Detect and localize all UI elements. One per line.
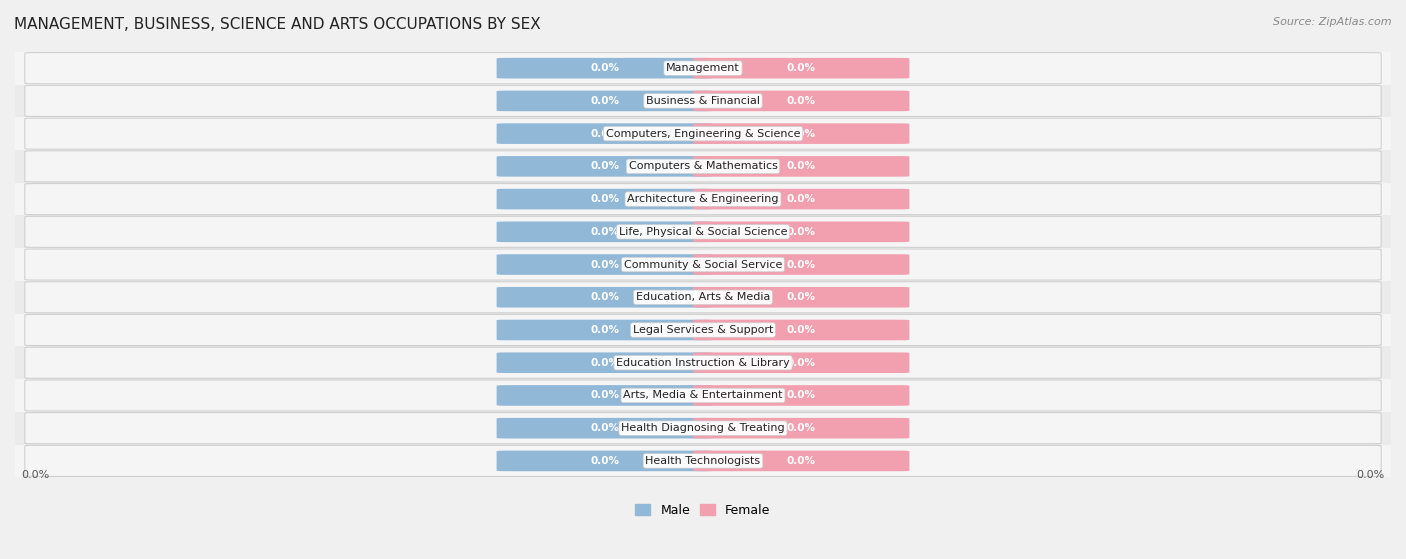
FancyBboxPatch shape [25,315,1381,345]
Text: Health Diagnosing & Treating: Health Diagnosing & Treating [621,423,785,433]
Text: 0.0%: 0.0% [591,456,619,466]
Bar [15,183,1391,215]
Text: MANAGEMENT, BUSINESS, SCIENCE AND ARTS OCCUPATIONS BY SEX: MANAGEMENT, BUSINESS, SCIENCE AND ARTS O… [14,17,541,32]
Text: 0.0%: 0.0% [787,129,815,139]
Text: Business & Financial: Business & Financial [645,96,761,106]
Text: 0.0%: 0.0% [591,63,619,73]
FancyBboxPatch shape [25,446,1381,476]
FancyBboxPatch shape [496,124,713,144]
FancyBboxPatch shape [693,352,910,373]
Text: 0.0%: 0.0% [787,63,815,73]
FancyBboxPatch shape [496,221,713,242]
Bar [15,215,1391,248]
Text: 0.0%: 0.0% [591,423,619,433]
FancyBboxPatch shape [693,385,910,406]
Text: 0.0%: 0.0% [591,292,619,302]
Text: Architecture & Engineering: Architecture & Engineering [627,194,779,204]
Text: 0.0%: 0.0% [787,390,815,400]
Text: 0.0%: 0.0% [787,325,815,335]
FancyBboxPatch shape [25,151,1381,182]
Bar [15,248,1391,281]
Legend: Male, Female: Male, Female [630,499,776,522]
Text: 0.0%: 0.0% [787,96,815,106]
FancyBboxPatch shape [693,124,910,144]
Bar [15,150,1391,183]
FancyBboxPatch shape [693,189,910,210]
Text: 0.0%: 0.0% [787,227,815,237]
FancyBboxPatch shape [693,58,910,78]
FancyBboxPatch shape [496,254,713,275]
FancyBboxPatch shape [25,86,1381,116]
Text: 0.0%: 0.0% [591,390,619,400]
Text: 0.0%: 0.0% [1357,470,1385,480]
Bar [15,379,1391,412]
FancyBboxPatch shape [693,320,910,340]
Text: 0.0%: 0.0% [21,470,49,480]
FancyBboxPatch shape [693,418,910,438]
Text: Education, Arts & Media: Education, Arts & Media [636,292,770,302]
Bar [15,314,1391,347]
Text: 0.0%: 0.0% [591,325,619,335]
FancyBboxPatch shape [25,216,1381,248]
FancyBboxPatch shape [693,156,910,177]
FancyBboxPatch shape [496,58,713,78]
FancyBboxPatch shape [496,385,713,406]
Text: Education Instruction & Library: Education Instruction & Library [616,358,790,368]
Text: 0.0%: 0.0% [787,358,815,368]
FancyBboxPatch shape [496,156,713,177]
Text: 0.0%: 0.0% [787,194,815,204]
FancyBboxPatch shape [25,380,1381,411]
Text: Computers & Mathematics: Computers & Mathematics [628,162,778,172]
FancyBboxPatch shape [496,320,713,340]
Bar [15,412,1391,444]
Text: 0.0%: 0.0% [591,96,619,106]
FancyBboxPatch shape [496,287,713,307]
FancyBboxPatch shape [496,189,713,210]
FancyBboxPatch shape [25,53,1381,84]
Bar [15,52,1391,84]
Text: 0.0%: 0.0% [787,259,815,269]
Text: 0.0%: 0.0% [787,456,815,466]
Bar [15,347,1391,379]
Text: 0.0%: 0.0% [787,292,815,302]
Bar [15,281,1391,314]
FancyBboxPatch shape [693,451,910,471]
Text: 0.0%: 0.0% [787,162,815,172]
FancyBboxPatch shape [25,347,1381,378]
FancyBboxPatch shape [25,183,1381,215]
FancyBboxPatch shape [25,249,1381,280]
Text: Community & Social Service: Community & Social Service [624,259,782,269]
FancyBboxPatch shape [25,282,1381,313]
Text: 0.0%: 0.0% [591,129,619,139]
FancyBboxPatch shape [496,418,713,438]
Text: Computers, Engineering & Science: Computers, Engineering & Science [606,129,800,139]
FancyBboxPatch shape [693,287,910,307]
Bar [15,84,1391,117]
Text: 0.0%: 0.0% [591,227,619,237]
Text: Health Technologists: Health Technologists [645,456,761,466]
Bar [15,117,1391,150]
FancyBboxPatch shape [693,221,910,242]
FancyBboxPatch shape [496,91,713,111]
Text: Arts, Media & Entertainment: Arts, Media & Entertainment [623,390,783,400]
Text: 0.0%: 0.0% [591,358,619,368]
Text: 0.0%: 0.0% [591,194,619,204]
Bar [15,444,1391,477]
FancyBboxPatch shape [496,451,713,471]
Text: 0.0%: 0.0% [591,259,619,269]
Text: Life, Physical & Social Science: Life, Physical & Social Science [619,227,787,237]
Text: Management: Management [666,63,740,73]
Text: Source: ZipAtlas.com: Source: ZipAtlas.com [1274,17,1392,27]
Text: 0.0%: 0.0% [591,162,619,172]
FancyBboxPatch shape [25,413,1381,444]
FancyBboxPatch shape [496,352,713,373]
FancyBboxPatch shape [25,118,1381,149]
Text: Legal Services & Support: Legal Services & Support [633,325,773,335]
FancyBboxPatch shape [693,91,910,111]
FancyBboxPatch shape [693,254,910,275]
Text: 0.0%: 0.0% [787,423,815,433]
